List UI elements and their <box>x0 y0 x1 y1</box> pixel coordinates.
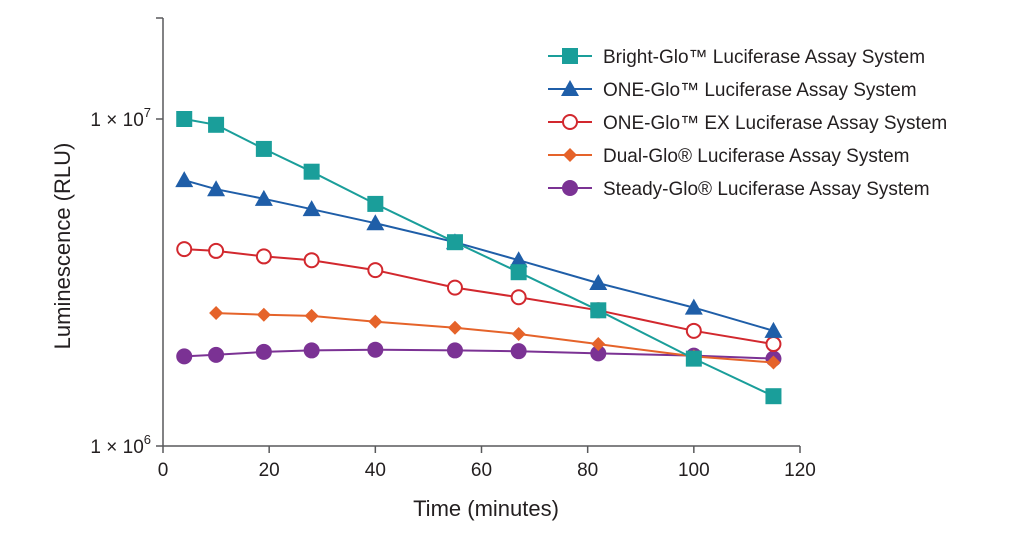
data-point <box>254 189 273 206</box>
data-point <box>446 234 463 251</box>
data-point <box>256 307 271 322</box>
data-point <box>685 322 702 339</box>
legend-marker <box>562 114 578 130</box>
series-layer <box>175 111 783 405</box>
data-point <box>591 337 606 352</box>
data-point <box>446 279 463 296</box>
series-1 <box>176 111 782 405</box>
data-point <box>255 248 272 265</box>
data-point <box>510 289 527 306</box>
x-tick-label: 120 <box>784 460 816 481</box>
data-point <box>176 348 193 365</box>
data-point <box>176 241 193 258</box>
series-line <box>184 348 774 360</box>
legend-item: Dual-Glo® Luciferase Assay System <box>548 146 910 167</box>
x-axis-label: Time (minutes) <box>413 496 559 521</box>
legend-marker <box>562 48 578 64</box>
x-tick-label: 40 <box>365 460 386 481</box>
data-point <box>208 116 225 133</box>
data-point <box>207 180 226 197</box>
legend-item: Steady-Glo® Luciferase Assay System <box>548 179 930 200</box>
data-point <box>209 306 224 321</box>
data-point <box>765 336 782 353</box>
data-point <box>684 298 703 315</box>
data-point <box>303 163 320 180</box>
data-point <box>510 343 527 360</box>
x-tick-label: 20 <box>259 460 280 481</box>
x-tick-label: 0 <box>158 460 169 481</box>
data-point <box>255 343 272 360</box>
data-point <box>176 111 193 127</box>
axes: 0 20 40 60 80 100 120 1 × 106 1 × 107 <box>90 17 816 481</box>
data-point <box>766 355 781 370</box>
data-point <box>255 140 272 157</box>
data-point <box>765 388 782 405</box>
data-point <box>366 214 385 231</box>
x-tick-label: 60 <box>471 460 492 481</box>
series-line <box>183 179 774 332</box>
data-point <box>685 350 702 367</box>
series-line <box>184 248 774 346</box>
series-2 <box>175 171 783 338</box>
series-line <box>184 118 774 398</box>
data-point <box>303 342 320 359</box>
legend-marker <box>563 148 577 162</box>
data-point <box>368 314 383 329</box>
legend-label: Bright-Glo™ Luciferase Assay System <box>603 47 925 68</box>
data-point <box>367 341 384 358</box>
series-4 <box>209 306 781 370</box>
legend-label: Dual-Glo® Luciferase Assay System <box>603 146 910 167</box>
data-point <box>510 264 527 281</box>
legend-marker <box>561 80 579 96</box>
legend-item: ONE-Glo™ EX Luciferase Assay System <box>548 113 947 134</box>
legend-item: ONE-Glo™ Luciferase Assay System <box>548 80 917 101</box>
data-point <box>302 200 321 217</box>
y-tick-label: 1 × 106 <box>90 432 151 458</box>
x-tick-label: 80 <box>577 460 598 481</box>
legend-label: Steady-Glo® Luciferase Assay System <box>603 179 930 200</box>
legend-label: ONE-Glo™ Luciferase Assay System <box>603 80 917 101</box>
data-point <box>590 345 607 362</box>
data-point <box>367 195 384 212</box>
data-point <box>447 320 462 335</box>
x-tick-label: 100 <box>678 460 710 481</box>
data-point <box>511 327 526 342</box>
data-point <box>303 252 320 269</box>
legend-marker <box>562 180 578 196</box>
data-point <box>208 242 225 259</box>
legend-item: Bright-Glo™ Luciferase Assay System <box>548 47 925 68</box>
legend: Bright-Glo™ Luciferase Assay System ONE-G… <box>548 47 947 200</box>
data-point <box>304 308 319 323</box>
data-point <box>367 262 384 279</box>
y-axis-label: Luminescence (RLU) <box>50 143 75 350</box>
data-point <box>764 321 783 338</box>
data-point <box>589 274 608 291</box>
data-point <box>509 251 528 268</box>
legend-label: ONE-Glo™ EX Luciferase Assay System <box>603 113 947 134</box>
series-3 <box>176 241 782 353</box>
y-tick-label: 1 × 107 <box>90 105 151 131</box>
data-point <box>175 171 194 188</box>
data-point <box>590 302 607 319</box>
data-point <box>446 342 463 359</box>
data-point <box>208 346 225 363</box>
